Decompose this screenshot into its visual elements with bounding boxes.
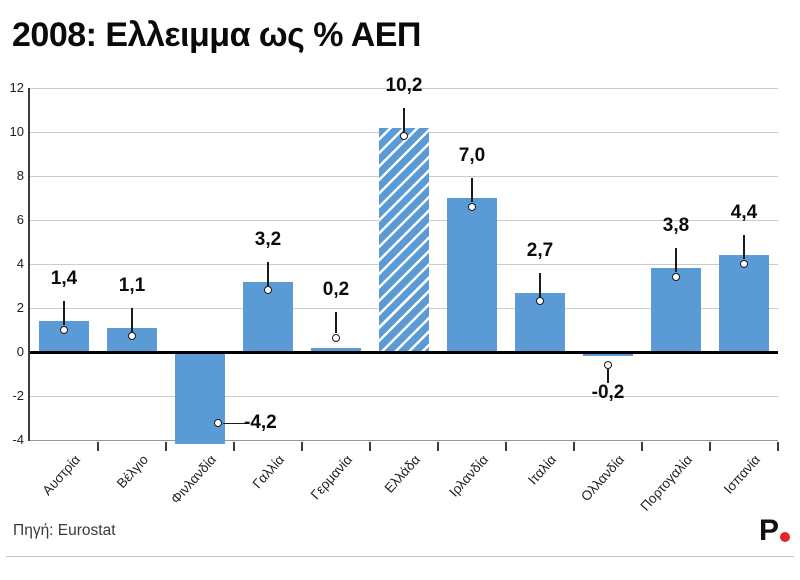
value-label: 10,2 — [385, 74, 423, 96]
x-axis-tick — [777, 442, 779, 451]
callout-dot — [739, 259, 748, 268]
callout-dot — [399, 132, 408, 141]
x-axis-tick — [165, 442, 167, 451]
x-axis-tick — [437, 442, 439, 451]
y-axis-tick-label: 10 — [9, 124, 24, 139]
logo-letter: P — [758, 514, 779, 547]
value-label: -4,2 — [244, 412, 277, 434]
callout-line — [335, 311, 337, 333]
callout-dot — [263, 286, 272, 295]
x-axis-tick — [505, 442, 507, 451]
bar — [651, 268, 701, 352]
x-axis-tick — [573, 442, 575, 451]
callout-line — [539, 272, 541, 297]
protagon-logo: P — [759, 516, 790, 546]
value-label: 0,2 — [322, 278, 350, 300]
value-label: 2,7 — [526, 239, 554, 261]
value-label: 3,2 — [254, 228, 282, 250]
x-axis-tick — [233, 442, 235, 451]
bar — [583, 352, 633, 357]
x-axis-tick — [369, 442, 371, 451]
bar — [175, 352, 225, 445]
callout-line — [63, 301, 65, 326]
value-label: 3,8 — [662, 215, 690, 237]
y-axis-tick-label: 2 — [16, 300, 24, 315]
x-axis-tick — [301, 442, 303, 451]
y-axis-tick-label: -2 — [12, 388, 24, 403]
y-axis-tick-label: -4 — [12, 432, 24, 447]
y-axis-tick-label: 4 — [16, 256, 24, 271]
callout-line — [131, 307, 133, 332]
y-axis-tick-label: 12 — [9, 80, 24, 95]
value-label: 4,4 — [730, 202, 758, 224]
callout-dot — [603, 360, 612, 369]
callout-line — [743, 235, 745, 260]
callout-dot — [671, 272, 680, 281]
x-axis-tick — [641, 442, 643, 451]
callout-dot — [535, 297, 544, 306]
logo-dot-icon — [780, 532, 790, 542]
bar — [719, 255, 769, 352]
gridline — [30, 439, 778, 441]
value-label: 1,4 — [50, 268, 78, 290]
y-axis-tick-label: 6 — [16, 212, 24, 227]
x-axis-tick — [709, 442, 711, 451]
zero-line — [30, 350, 778, 354]
divider-line — [6, 556, 794, 557]
callout-line — [607, 369, 609, 384]
callout-line — [675, 248, 677, 273]
callout-line — [471, 178, 473, 202]
gridline — [30, 395, 778, 397]
callout-dot — [467, 202, 476, 211]
callout-line — [267, 261, 269, 286]
plot-area: 12 10 8 6 4 2 0 -2 -4 1,4 1,1 -4,2 3,2 0,2 10,2 7,0 2,7 -… — [10, 75, 779, 514]
callout-dot — [127, 332, 136, 341]
bar — [447, 198, 497, 352]
y-axis-tick-label: 0 — [16, 344, 24, 359]
callout-dot — [213, 418, 222, 427]
callout-line — [223, 422, 245, 425]
bar — [311, 347, 361, 352]
x-axis-tick — [97, 442, 99, 451]
gridline — [30, 87, 778, 89]
y-axis-tick-label: 8 — [16, 168, 24, 183]
source-text: Πηγή: Eurostat — [13, 522, 116, 539]
callout-line — [403, 107, 405, 132]
chart-title: 2008: Ελλειμμα ως % ΑΕΠ — [12, 16, 421, 54]
callout-dot — [59, 325, 68, 334]
value-label: 1,1 — [118, 274, 146, 296]
value-label: -0,2 — [591, 382, 625, 404]
y-axis-line — [28, 88, 30, 441]
value-label: 7,0 — [458, 145, 486, 166]
callout-dot — [331, 334, 340, 343]
bar-highlighted — [379, 127, 429, 352]
